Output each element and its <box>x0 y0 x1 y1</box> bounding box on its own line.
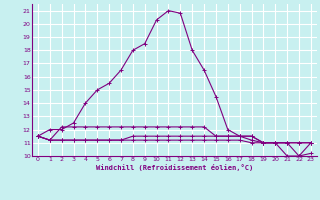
X-axis label: Windchill (Refroidissement éolien,°C): Windchill (Refroidissement éolien,°C) <box>96 164 253 171</box>
